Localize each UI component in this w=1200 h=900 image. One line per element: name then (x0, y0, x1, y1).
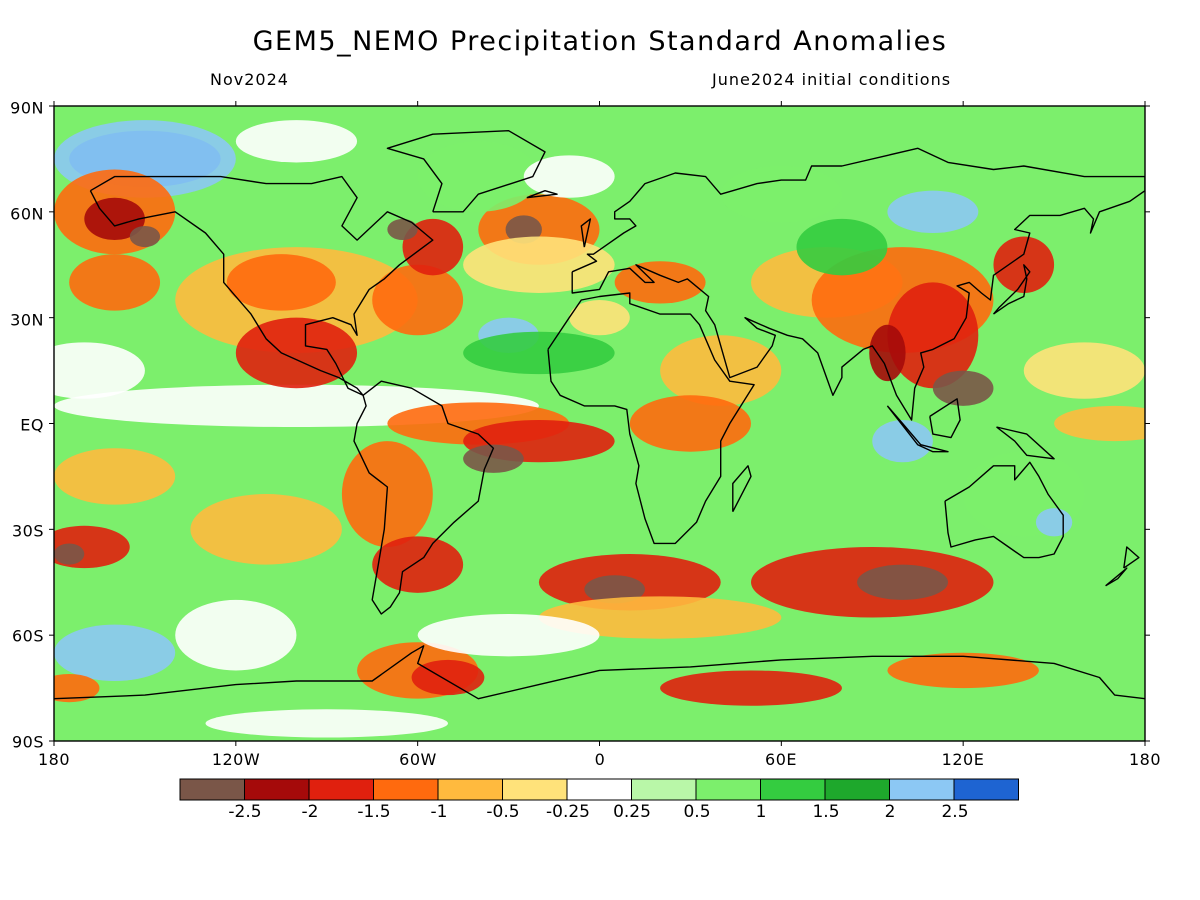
colorbar-swatch (373, 778, 439, 801)
lat-label-90n: 90N (10, 98, 44, 118)
map-title: GEM5_NEMO Precipitation Standard Anomali… (252, 26, 948, 57)
lat-label-90s: 90S (11, 732, 44, 752)
colorbar-label: -2.5 (228, 802, 262, 822)
colorbar (179, 778, 1019, 801)
colorbar-swatch (889, 778, 955, 801)
lat-label-eq: EQ (20, 415, 44, 435)
colorbar-swatch (437, 778, 503, 801)
anomaly-field (54, 106, 1145, 741)
lon-label-180e: 180 (1128, 750, 1162, 769)
colorbar-label: -0.25 (546, 802, 590, 822)
lon-label-180w: 180 (37, 750, 71, 769)
colorbar-label: -2 (301, 802, 319, 822)
colorbar-label: 0.5 (683, 802, 711, 822)
lat-label-60s: 60S (11, 626, 44, 646)
lat-label-30n: 30N (10, 310, 44, 330)
colorbar-label: 1.5 (812, 802, 840, 822)
colorbar-label: 2.5 (941, 802, 969, 822)
colorbar-swatch (566, 778, 632, 801)
coastlines (54, 130, 1145, 700)
lon-label-120e: 120E (941, 750, 985, 769)
lon-label-120w: 120W (211, 750, 261, 769)
colorbar-label: -1.5 (357, 802, 391, 822)
lat-label-30s: 30S (11, 521, 44, 541)
lon-label-0: 0 (594, 750, 606, 769)
colorbar-swatch (760, 778, 826, 801)
lon-label-60w: 60W (399, 750, 437, 769)
colorbar-swatch (179, 778, 245, 801)
initial-conditions-label: June2024 initial conditions (712, 70, 952, 89)
colorbar-swatch (308, 778, 374, 801)
colorbar-swatch (824, 778, 890, 801)
colorbar-swatch (502, 778, 568, 801)
colorbar-label: 1 (755, 802, 767, 822)
colorbar-swatch (695, 778, 761, 801)
colorbar-swatch (953, 778, 1019, 801)
lat-label-60n: 60N (10, 204, 44, 224)
colorbar-swatch (244, 778, 310, 801)
colorbar-label: -1 (430, 802, 448, 822)
colorbar-label: -0.5 (486, 802, 520, 822)
forecast-month-label: Nov2024 (210, 70, 289, 89)
lon-label-60e: 60E (765, 750, 797, 769)
colorbar-swatch (631, 778, 697, 801)
colorbar-label: 2 (884, 802, 896, 822)
colorbar-label: 0.25 (613, 802, 651, 822)
